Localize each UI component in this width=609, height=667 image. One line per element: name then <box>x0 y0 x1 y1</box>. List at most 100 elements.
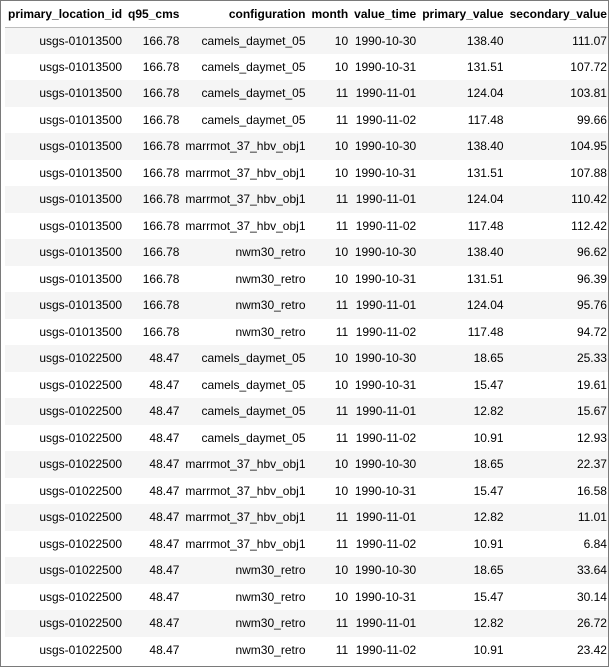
cell-q95-cms: 166.78 <box>142 86 180 101</box>
table-header: primary_location_id q95_cms configuratio… <box>5 1 608 28</box>
cell-primary-value: 15.47 <box>473 483 504 498</box>
cell-configuration: nwm30_retro <box>235 616 306 631</box>
column-header-q95-cms: q95_cms <box>125 1 183 28</box>
cell-month: 11 <box>335 616 349 631</box>
cell-month: 10 <box>334 351 349 366</box>
cell-month: 10 <box>334 563 349 578</box>
cell-value-time: 1990-10-31 <box>354 483 417 498</box>
cell-secondary-value: 15.67 <box>576 404 607 419</box>
cell-month: 11 <box>335 112 349 127</box>
cell-secondary-value: 94.72 <box>576 324 607 339</box>
table-row: usgs-01013500 166.78 marrmot_37_hbv_obj1 11… <box>5 186 608 213</box>
cell-primary-location-id: usgs-01022500 <box>39 642 123 657</box>
cell-secondary-value: 104.95 <box>570 139 607 154</box>
cell-primary-value: 131.51 <box>466 271 504 286</box>
cell-q95-cms: 48.47 <box>149 430 180 445</box>
cell-secondary-value: 110.42 <box>571 192 607 207</box>
column-header-primary-location-id: primary_location_id <box>5 1 126 28</box>
cell-primary-location-id: usgs-01022500 <box>39 589 123 604</box>
cell-month: 10 <box>334 377 349 392</box>
table-row: usgs-01022500 48.47 camels_daymet_05 11 1990… <box>5 424 608 451</box>
cell-value-time: 1990-11-01 <box>355 404 417 419</box>
table-row: usgs-01022500 48.47 nwm30_retro 10 1990-10-3… <box>5 557 608 584</box>
cell-secondary-value: 25.33 <box>576 351 607 366</box>
cell-secondary-value: 12.93 <box>576 430 607 445</box>
cell-primary-location-id: usgs-01022500 <box>39 510 123 525</box>
cell-value-time: 1990-10-30 <box>354 33 417 48</box>
cell-secondary-value: 26.72 <box>576 616 607 631</box>
table-row: usgs-01022500 48.47 marrmot_37_hbv_obj1 11 1… <box>5 504 608 531</box>
cell-month: 10 <box>334 457 349 472</box>
cell-primary-location-id: usgs-01013500 <box>39 324 123 339</box>
cell-month: 11 <box>335 430 349 445</box>
cell-month: 11 <box>335 642 349 657</box>
data-table: primary_location_id q95_cms configuratio… <box>5 1 608 663</box>
cell-primary-location-id: usgs-01022500 <box>39 404 123 419</box>
cell-primary-value: 10.91 <box>473 536 504 551</box>
cell-primary-value: 117.48 <box>467 112 504 127</box>
table-row: usgs-01022500 48.47 nwm30_retro 10 1990-10-3… <box>5 583 608 610</box>
cell-configuration: marrmot_37_hbv_obj1 <box>185 510 306 525</box>
cell-primary-location-id: usgs-01022500 <box>39 430 123 445</box>
cell-month: 10 <box>334 589 349 604</box>
cell-q95-cms: 48.47 <box>149 536 180 551</box>
cell-month: 11 <box>335 298 349 313</box>
table-body: usgs-01013500 166.78 camels_daymet_05 10 199… <box>5 27 608 663</box>
cell-configuration: camels_daymet_05 <box>201 33 306 48</box>
cell-month: 10 <box>334 271 349 286</box>
cell-q95-cms: 48.47 <box>149 457 180 472</box>
cell-value-time: 1990-11-01 <box>355 510 417 525</box>
cell-primary-value: 131.51 <box>466 165 504 180</box>
cell-primary-location-id: usgs-01013500 <box>39 33 123 48</box>
cell-q95-cms: 48.47 <box>149 377 180 392</box>
cell-value-time: 1990-10-31 <box>354 271 417 286</box>
cell-secondary-value: 96.62 <box>576 245 607 260</box>
cell-secondary-value: 19.61 <box>576 377 607 392</box>
cell-primary-location-id: usgs-01013500 <box>39 218 123 233</box>
cell-value-time: 1990-11-01 <box>355 86 417 101</box>
cell-month: 11 <box>335 404 349 419</box>
cell-secondary-value: 112.42 <box>571 218 607 233</box>
cell-month: 10 <box>334 59 349 74</box>
cell-value-time: 1990-11-01 <box>355 192 417 207</box>
cell-configuration: camels_daymet_05 <box>201 59 306 74</box>
cell-primary-value: 124.04 <box>466 192 504 207</box>
cell-q95-cms: 166.78 <box>142 298 180 313</box>
cell-configuration: marrmot_37_hbv_obj1 <box>185 165 306 180</box>
table-row: usgs-01022500 48.47 nwm30_retro 11 1990-11-0… <box>5 636 608 663</box>
table-row: usgs-01022500 48.47 marrmot_37_hbv_obj1 10 1… <box>5 477 608 504</box>
cell-value-time: 1990-10-31 <box>354 165 417 180</box>
cell-primary-value: 15.47 <box>473 377 504 392</box>
cell-configuration: nwm30_retro <box>235 563 306 578</box>
cell-primary-value: 138.40 <box>466 33 504 48</box>
cell-value-time: 1990-11-02 <box>355 112 417 127</box>
cell-primary-location-id: usgs-01022500 <box>39 457 123 472</box>
cell-month: 10 <box>334 33 349 48</box>
cell-configuration: nwm30_retro <box>235 589 306 604</box>
cell-q95-cms: 48.47 <box>149 510 180 525</box>
cell-secondary-value: 107.88 <box>570 165 607 180</box>
cell-secondary-value: 11.01 <box>577 510 607 525</box>
cell-month: 11 <box>335 536 349 551</box>
cell-q95-cms: 166.78 <box>142 192 180 207</box>
cell-configuration: marrmot_37_hbv_obj1 <box>185 483 306 498</box>
column-header-value-time: value_time <box>351 1 420 28</box>
cell-q95-cms: 166.78 <box>142 218 180 233</box>
cell-value-time: 1990-11-02 <box>355 642 417 657</box>
cell-value-time: 1990-10-30 <box>354 245 417 260</box>
cell-configuration: nwm30_retro <box>235 271 306 286</box>
table-row: usgs-01013500 166.78 camels_daymet_05 11 199… <box>5 80 608 107</box>
cell-q95-cms: 166.78 <box>142 59 180 74</box>
table-row: usgs-01013500 166.78 marrmot_37_hbv_obj1 11… <box>5 212 608 239</box>
cell-q95-cms: 166.78 <box>142 271 180 286</box>
cell-value-time: 1990-10-31 <box>354 589 417 604</box>
cell-configuration: camels_daymet_05 <box>201 351 306 366</box>
cell-secondary-value: 6.84 <box>583 536 607 551</box>
cell-configuration: marrmot_37_hbv_obj1 <box>185 218 306 233</box>
cell-q95-cms: 48.47 <box>149 642 180 657</box>
cell-configuration: marrmot_37_hbv_obj1 <box>185 139 306 154</box>
cell-month: 11 <box>335 86 349 101</box>
cell-primary-location-id: usgs-01013500 <box>39 165 123 180</box>
cell-q95-cms: 166.78 <box>142 139 180 154</box>
cell-q95-cms: 166.78 <box>142 33 180 48</box>
